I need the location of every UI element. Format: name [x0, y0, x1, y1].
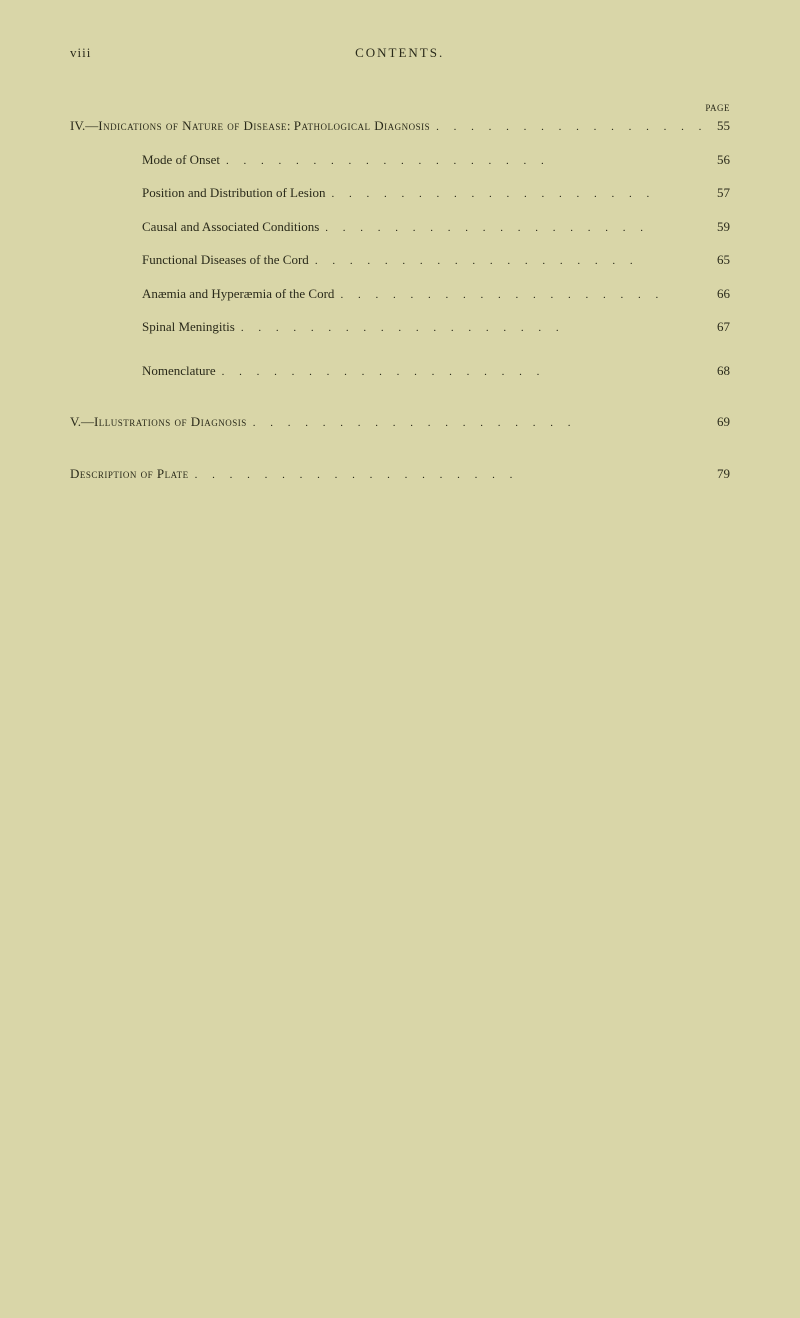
leader-dots: . . . . . . . . . . . . . . . . . . .: [220, 153, 708, 170]
toc-item-text: Spinal Meningitis: [142, 317, 235, 337]
leader-dots: . . . . . . . . . . . . . . . . . . .: [325, 186, 708, 203]
toc-item: Causal and Associated Conditions . . . .…: [70, 217, 730, 237]
desc-title: Description of Plate: [70, 464, 189, 484]
section-iv-prefix: IV.—: [70, 118, 98, 133]
toc-item-text: Anæmia and Hyperæmia of the Cord: [142, 284, 334, 304]
desc-page: 79: [708, 464, 730, 484]
toc-item-page: 56: [708, 150, 730, 170]
leader-dots: . . . . . . . . . . . . . . . . . . .: [334, 287, 708, 304]
toc-item: Anæmia and Hyperæmia of the Cord . . . .…: [70, 284, 730, 304]
toc-item-page: 57: [708, 183, 730, 203]
toc-item: Functional Diseases of the Cord . . . . …: [70, 250, 730, 270]
toc-item: Mode of Onset . . . . . . . . . . . . . …: [70, 150, 730, 170]
toc-item-text: Causal and Associated Conditions: [142, 217, 319, 237]
page-column-label: PAGE: [70, 103, 730, 113]
section-iv-page: 55: [708, 116, 730, 136]
toc-item-page: 59: [708, 217, 730, 237]
toc-section-iv: IV.—Indications of Nature of Disease: Pa…: [70, 116, 730, 136]
toc-item-text: Mode of Onset: [142, 150, 220, 170]
toc-item-text: Functional Diseases of the Cord: [142, 250, 309, 270]
toc-section-v: V.—Illustrations of Diagnosis . . . . . …: [70, 412, 730, 432]
section-iv-title-b: Pathological Diagnosis: [294, 118, 430, 133]
leader-dots: . . . . . . . . . . . . . . . . . . .: [235, 320, 708, 337]
toc-item-page: 67: [708, 317, 730, 337]
toc-item-nomenclature: Nomenclature . . . . . . . . . . . . . .…: [70, 361, 730, 381]
section-v-prefix: V.—: [70, 414, 94, 429]
toc-item: Position and Distribution of Lesion . . …: [70, 183, 730, 203]
header-page-numeral: viii: [70, 45, 91, 61]
leader-dots: . . . . . . . . . . . . . . . . . . .: [309, 253, 708, 270]
header-title: CONTENTS.: [355, 45, 444, 61]
leader-dots: . . . . . . . . . . . . . . . . . . .: [189, 467, 708, 484]
section-v-page: 69: [708, 412, 730, 432]
toc-item-page: 65: [708, 250, 730, 270]
section-v-title: Illustrations of Diagnosis: [94, 414, 247, 429]
toc-item-text: Position and Distribution of Lesion: [142, 183, 325, 203]
leader-dots: . . . . . . . . . . . . . . . . . . .: [430, 119, 708, 136]
leader-dots: . . . . . . . . . . . . . . . . . . .: [319, 220, 708, 237]
section-iv-title-a: Indications of Nature of Disease: [98, 118, 287, 133]
leader-dots: . . . . . . . . . . . . . . . . . . .: [216, 364, 708, 381]
toc-item-page: 68: [708, 361, 730, 381]
page-header: viii CONTENTS.: [70, 45, 730, 61]
toc-description-plate: Description of Plate . . . . . . . . . .…: [70, 464, 730, 484]
toc-item-text: Nomenclature: [142, 361, 216, 381]
toc-item-page: 66: [708, 284, 730, 304]
leader-dots: . . . . . . . . . . . . . . . . . . .: [247, 415, 708, 432]
toc-item: Spinal Meningitis . . . . . . . . . . . …: [70, 317, 730, 337]
